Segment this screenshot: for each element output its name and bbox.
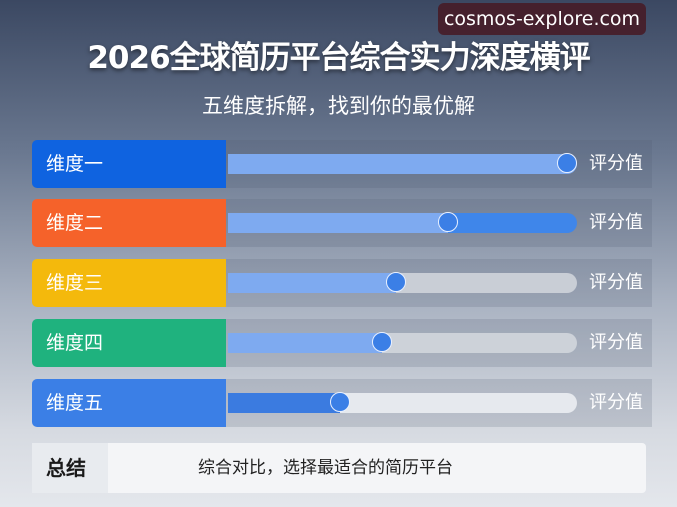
dimension-row: 维度一 评分值 [32, 140, 652, 188]
score-knob [556, 153, 577, 173]
page-subtitle: 五维度拆解，找到你的最优解 [202, 94, 475, 118]
score-track [228, 393, 577, 413]
page-title: 2026全球简历平台综合实力深度横评 [87, 40, 590, 76]
watermark: cosmos-explore.com [438, 3, 646, 35]
dimension-row: 维度四 评分值 [32, 319, 652, 367]
score-label: 评分值 [589, 153, 643, 174]
dimension-label: 维度四 [32, 319, 226, 367]
score-knob [385, 272, 406, 292]
score-label: 评分值 [589, 332, 643, 353]
score-label: 评分值 [589, 212, 643, 233]
dimension-label: 维度五 [32, 379, 226, 427]
score-track [228, 154, 577, 174]
score-label: 评分值 [589, 392, 643, 413]
score-fill [228, 154, 567, 174]
summary-text: 综合对比，选择最适合的简历平台 [198, 458, 453, 478]
dimension-label: 维度三 [32, 259, 226, 307]
score-fill [228, 213, 448, 233]
summary-box: 总结 综合对比，选择最适合的简历平台 [32, 443, 646, 493]
dimension-row: 维度三 评分值 [32, 259, 652, 307]
dimension-label: 维度二 [32, 199, 226, 247]
dimension-label: 维度一 [32, 140, 226, 188]
dimension-row: 维度二 评分值 [32, 199, 652, 247]
score-knob [371, 332, 392, 352]
score-track [228, 213, 577, 233]
summary-label: 总结 [32, 443, 108, 493]
score-fill [228, 273, 396, 293]
score-label: 评分值 [589, 272, 643, 293]
score-knob [437, 212, 458, 232]
score-knob [329, 392, 350, 412]
score-fill [228, 393, 340, 413]
score-fill [228, 333, 382, 353]
dimension-row: 维度五 评分值 [32, 379, 652, 427]
score-track [228, 333, 577, 353]
